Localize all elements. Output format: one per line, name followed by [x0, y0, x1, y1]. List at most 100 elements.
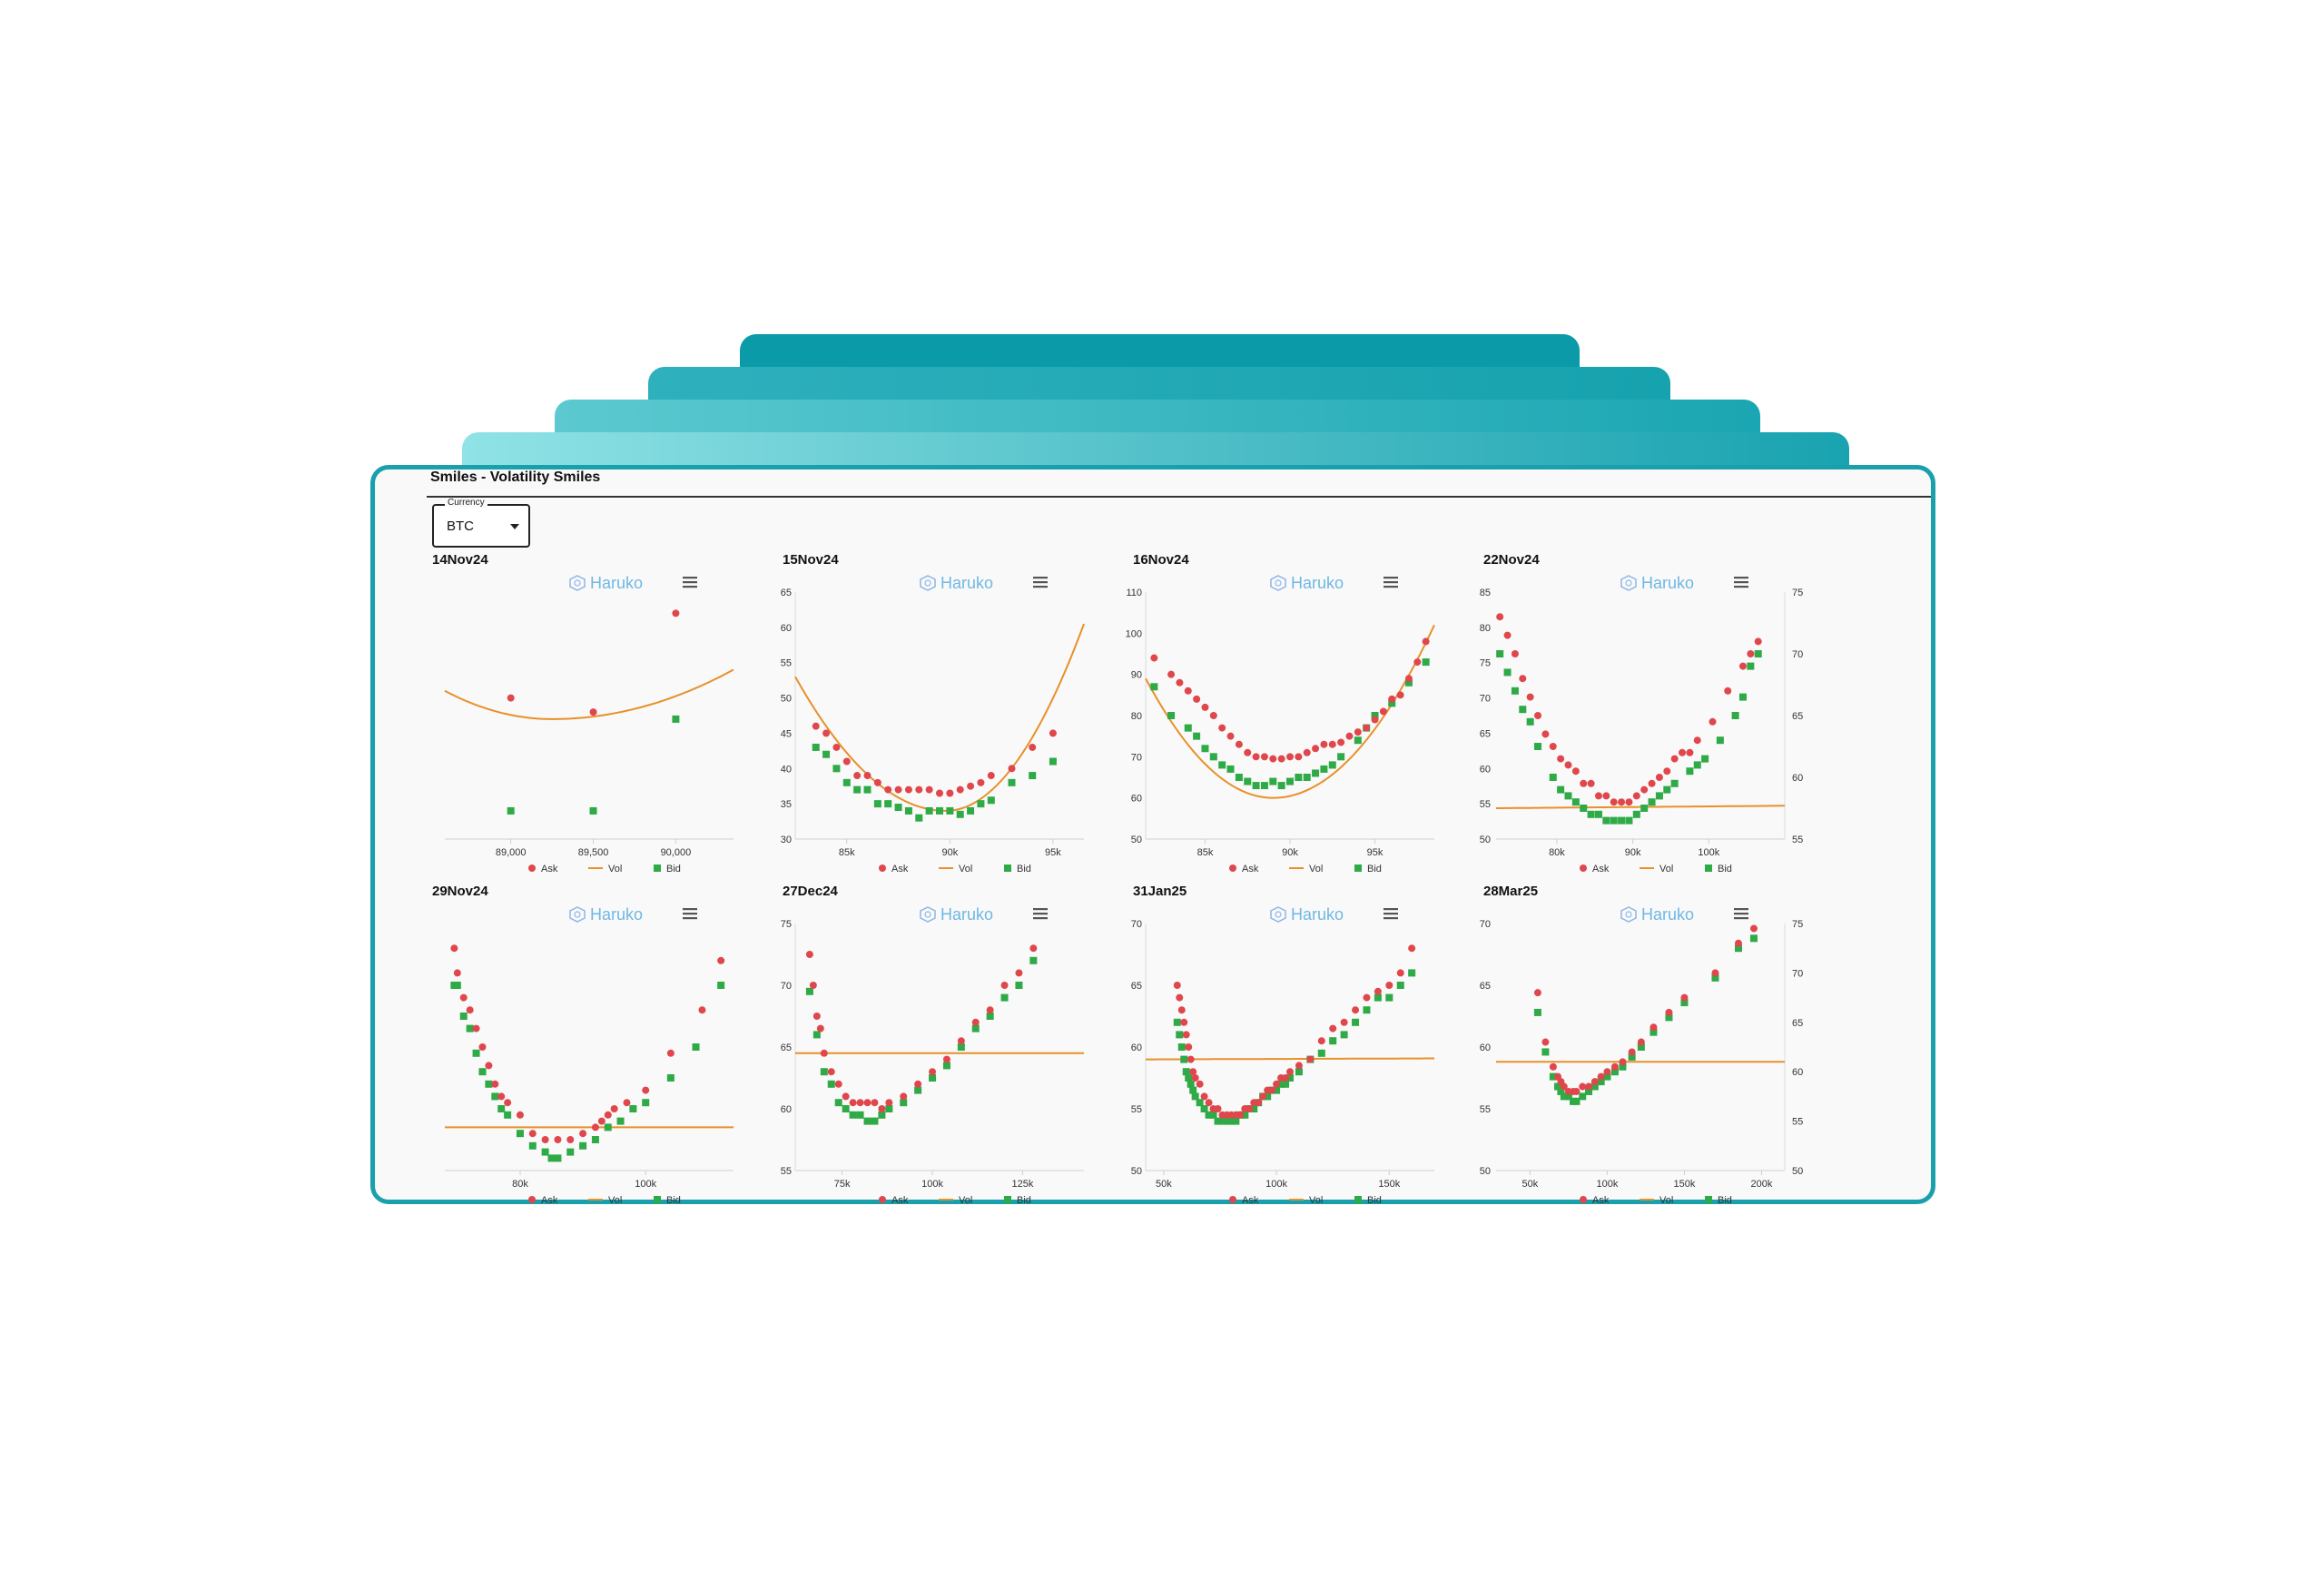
menu-icon[interactable] [1384, 908, 1398, 920]
bid-point [504, 1111, 512, 1119]
legend-bid-label: Bid [666, 864, 681, 874]
ask-point [1320, 740, 1328, 748]
bid-point [827, 1080, 835, 1088]
y-tick-label: 50 [781, 694, 792, 705]
bid-point [1205, 1111, 1213, 1119]
bid-point [478, 1068, 487, 1076]
volatility-smile-chart: 55 60 65 70 75 75k 100k 125k Haruko Ask Vol Bid [781, 905, 1084, 1206]
bid-point [1252, 782, 1260, 790]
y-tick-label: 70 [1792, 968, 1803, 979]
y-tick-label: 90 [1131, 670, 1142, 681]
volatility-smile-chart: 55 60 65 70 75 50 55 60 65 70 75 80 85 80k 90k 100k Haru… [1480, 574, 1804, 874]
ask-point [1201, 703, 1209, 711]
ask-point [1754, 637, 1762, 646]
ask-point [1534, 712, 1542, 719]
menu-icon[interactable] [683, 577, 697, 588]
bid-point [1665, 1013, 1673, 1022]
chart-title: 22Nov24 [1483, 552, 1540, 568]
bid-point [1511, 687, 1519, 695]
bid-point [1385, 993, 1393, 1002]
y-tick-label: 65 [1131, 981, 1142, 992]
legend-ask-label: Ask [1242, 1195, 1259, 1206]
ask-point [1252, 753, 1260, 761]
ask-point [1303, 748, 1311, 756]
legend-vol-label: Vol [1309, 864, 1323, 874]
bid-point [1286, 1074, 1294, 1082]
ask-point [1693, 736, 1701, 745]
x-tick-label: 85k [839, 847, 855, 858]
menu-icon[interactable] [1384, 577, 1398, 588]
ask-point [1557, 755, 1565, 763]
bid-point [1564, 1092, 1572, 1101]
bid-point [1218, 1117, 1226, 1125]
bid-point [1277, 782, 1285, 790]
ask-point [812, 1013, 821, 1020]
ask-point [1236, 1111, 1245, 1119]
ask-point [1585, 1082, 1593, 1091]
y-tick-label: 55 [781, 1166, 792, 1177]
chart-legend: Ask Vol Bid [1229, 864, 1382, 874]
y-tick-label: 75 [1792, 919, 1803, 930]
bid-point [541, 1148, 549, 1156]
vol-curve [1145, 624, 1435, 799]
legend-ask-label: Ask [1592, 864, 1610, 874]
haruko-logo: Haruko [920, 574, 993, 592]
ask-point [1196, 1080, 1204, 1088]
ask-point [1603, 1068, 1611, 1076]
ask-point [1180, 1018, 1188, 1026]
ask-point [1526, 693, 1534, 701]
ask-point [1724, 687, 1732, 695]
ask-point [1000, 982, 1009, 989]
bid-point [842, 778, 851, 786]
y-tick-label: 60 [781, 1104, 792, 1115]
x-tick-label: 80k [1549, 847, 1565, 858]
legend-vol-label: Vol [608, 1195, 622, 1206]
ask-point [610, 1105, 618, 1112]
legend-ask-marker [1580, 865, 1587, 872]
ask-point [1511, 650, 1519, 657]
bid-point [1619, 1062, 1627, 1071]
y-tick-label: 50 [1131, 1166, 1142, 1177]
menu-icon-bar [1734, 577, 1748, 579]
menu-icon[interactable] [1033, 908, 1048, 920]
ask-point [1008, 765, 1016, 773]
left-y-tick-label: 50 [1480, 1166, 1491, 1177]
menu-icon[interactable] [1734, 577, 1748, 588]
ask-point [566, 1136, 575, 1143]
ask-point [914, 1080, 922, 1088]
menu-icon[interactable] [1033, 577, 1048, 588]
ask-point [1385, 982, 1393, 989]
legend-ask-marker [1580, 1196, 1587, 1203]
bid-point [616, 1117, 625, 1125]
legend-ask-label: Ask [891, 864, 909, 874]
ask-point [1167, 670, 1176, 678]
ask-point [1363, 993, 1371, 1002]
x-tick-label: 100k [1597, 1179, 1619, 1190]
ask-point [1205, 1099, 1213, 1107]
bid-point [1173, 1018, 1181, 1026]
chart-title: 14Nov24 [432, 552, 488, 568]
ask-point [1029, 944, 1038, 953]
menu-icon[interactable] [683, 908, 697, 920]
haruko-logo: Haruko [1620, 574, 1694, 592]
ask-point [1193, 695, 1201, 703]
chart-title: 16Nov24 [1133, 552, 1189, 568]
ask-point [1388, 695, 1396, 703]
bid-point [589, 806, 597, 815]
ask-point [1597, 1072, 1605, 1081]
legend-ask-label: Ask [1592, 1195, 1610, 1206]
bid-point [1693, 761, 1701, 769]
bid-point [1250, 1105, 1258, 1112]
bid-point [528, 1141, 537, 1150]
ask-point [805, 951, 813, 958]
bid-point [894, 804, 902, 812]
bid-point [1655, 792, 1663, 800]
ask-point [1519, 675, 1527, 683]
bid-point [1602, 816, 1610, 825]
bid-point [820, 1068, 828, 1076]
ask-point [1337, 738, 1345, 746]
bid-point [1180, 1055, 1188, 1063]
currency-select[interactable]: BTC [432, 504, 530, 548]
haruko-logo-mark [574, 911, 581, 918]
menu-icon[interactable] [1734, 908, 1748, 920]
